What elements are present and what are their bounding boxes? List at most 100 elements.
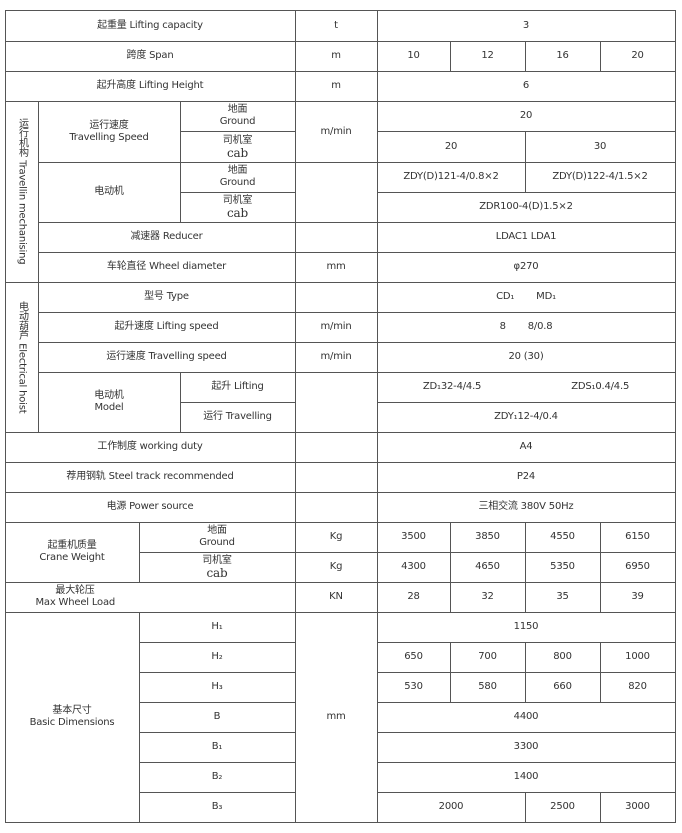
span-value: 20 (599, 40, 676, 72)
lifting-height-label: 起升高度 Lifting Height (4, 70, 296, 102)
speed-option: 8/0.8 (527, 321, 553, 332)
electrical-hoist-section: 电动葫芦 Electrical hoist (4, 281, 39, 433)
power-source-value: 三相交流 380V 50Hz (376, 491, 676, 523)
dim-value-b: 4400 (376, 701, 676, 733)
working-duty-value: A4 (376, 431, 676, 463)
dim-value-b3: 3000 (599, 791, 676, 823)
label-en: cab (227, 145, 248, 160)
travelling-mechanism-section: 运行机构 Travellin mechanising (4, 100, 39, 283)
dim-value-h2: 650 (376, 641, 451, 673)
label-cn: 司机室 (202, 555, 232, 566)
steel-track-label: 荐用钢轨 Steel track recommended (4, 461, 296, 493)
span-value: 10 (376, 40, 451, 72)
cab-label: 司机室 cab (138, 551, 296, 583)
lifting-capacity-label: 起重量 Lifting capacity (4, 9, 296, 42)
reducer-label: 减速器 Reducer (37, 221, 296, 253)
dim-value-h1: 1150 (376, 611, 676, 643)
label-en: Ground (199, 537, 235, 548)
steel-track-value: P24 (376, 461, 676, 493)
type-option: CD₁ (496, 291, 515, 302)
label-en: Ground (219, 116, 256, 127)
wheel-load-value: 35 (524, 581, 601, 613)
label-en: Basic Dimensions (29, 717, 115, 728)
travelling-mechanism-label: 运行机构 Travellin mechanising (16, 118, 28, 265)
ground-label: 地面 Ground (138, 521, 296, 553)
reducer-unit (294, 221, 378, 253)
lifting-capacity-value: 3 (376, 9, 676, 42)
label-en: Ground (219, 177, 256, 188)
wheel-diameter-label: 车轮直径 Wheel diameter (37, 251, 296, 283)
hoist-lifting-label: 起升 Lifting (179, 371, 296, 403)
label-en: cab (206, 566, 228, 580)
ground-label: 地面 Ground (179, 100, 296, 132)
wheel-load-value: 39 (599, 581, 676, 613)
travelling-speed-label: 运行速度 Travelling Speed (37, 100, 181, 163)
dim-value-h2: 800 (524, 641, 601, 673)
dim-value-h3: 820 (599, 671, 676, 703)
reducer-value: LDAC1 LDA1 (376, 221, 676, 253)
cab-label: 司机室 cab (179, 191, 296, 223)
label-en: Travelling Speed (69, 131, 149, 143)
wheel-load-value: 32 (449, 581, 526, 613)
speed-option: 8 (499, 321, 506, 332)
dim-value-b2: 1400 (376, 761, 676, 793)
working-duty-unit (294, 431, 378, 463)
dim-label-b1: B₁ (138, 731, 296, 763)
span-value: 12 (449, 40, 526, 72)
dimensions-unit: mm (294, 611, 378, 823)
lifting-height-unit: m (294, 70, 378, 102)
label-cn: 最大轮压 (55, 585, 95, 596)
label-cn: 司机室 (222, 134, 253, 146)
crane-weight-label: 起重机质量 Crane Weight (4, 521, 140, 583)
motor-unit (294, 161, 378, 223)
dim-value-b3: 2000 (376, 791, 526, 823)
label-cn: 司机室 (222, 195, 253, 206)
weight-value: 4300 (376, 551, 451, 583)
hoist-travelling-speed-value: 20 (30) (376, 341, 676, 373)
dim-label-h2: H₂ (138, 641, 296, 673)
hoist-lifting-motor-value: ZD₁32-4/4.5 ZDS₁0.4/4.5 (376, 371, 676, 403)
label-en: Model (94, 402, 124, 413)
dim-label-h1: H₁ (138, 611, 296, 643)
label-cn: 地面 (227, 165, 248, 176)
power-source-label: 电源 Power source (4, 491, 296, 523)
weight-value: 3850 (449, 521, 526, 553)
type-value: CD₁ MD₁ (376, 281, 676, 313)
ground-speed-value: 20 (376, 100, 676, 132)
motor-label: 电动机 (37, 161, 181, 223)
hoist-travelling-label: 运行 Travelling (179, 401, 296, 433)
label-en: Crane Weight (39, 552, 105, 563)
hoist-travelling-motor-value: ZDY₁12-4/0.4 (376, 401, 676, 433)
dim-value-h3: 660 (524, 671, 601, 703)
type-option: MD₁ (536, 291, 556, 302)
lifting-height-value: 6 (376, 70, 676, 102)
cab-label: 司机室 cab (179, 130, 296, 163)
dim-label-b2: B₂ (138, 761, 296, 793)
span-unit: m (294, 40, 378, 72)
type-unit (294, 281, 378, 313)
ground-motor-value: ZDY(D)122-4/1.5×2 (524, 161, 676, 193)
wheel-diameter-value: φ270 (376, 251, 676, 283)
motor-option: ZD₁32-4/4.5 (422, 381, 482, 392)
dim-value-h2: 700 (449, 641, 526, 673)
lifting-speed-value: 8 8/0.8 (376, 311, 676, 343)
hoist-travelling-speed-label: 运行速度 Travelling speed (37, 341, 296, 373)
dim-value-b3: 2500 (524, 791, 601, 823)
dim-value-h2: 1000 (599, 641, 676, 673)
dim-label-b3: B₃ (138, 791, 296, 823)
label-cn: 地面 (227, 104, 248, 115)
span-value: 16 (524, 40, 601, 72)
label-cn: 地面 (207, 525, 227, 536)
label-cn: 运行速度 (89, 119, 129, 131)
dim-label-b: B (138, 701, 296, 733)
label-cn: 基本尺寸 (52, 705, 92, 716)
cab-motor-value: ZDR100-4(D)1.5×2 (376, 191, 676, 223)
dim-label-h3: H₃ (138, 671, 296, 703)
hoist-travelling-speed-unit: m/min (294, 341, 378, 373)
label-en: cab (227, 206, 248, 220)
weight-value: 4550 (524, 521, 601, 553)
label-cn: 起重机质量 (47, 540, 97, 551)
lifting-speed-label: 起升速度 Lifting speed (37, 311, 296, 343)
steel-track-unit (294, 461, 378, 493)
span-label: 跨度 Span (4, 40, 296, 72)
